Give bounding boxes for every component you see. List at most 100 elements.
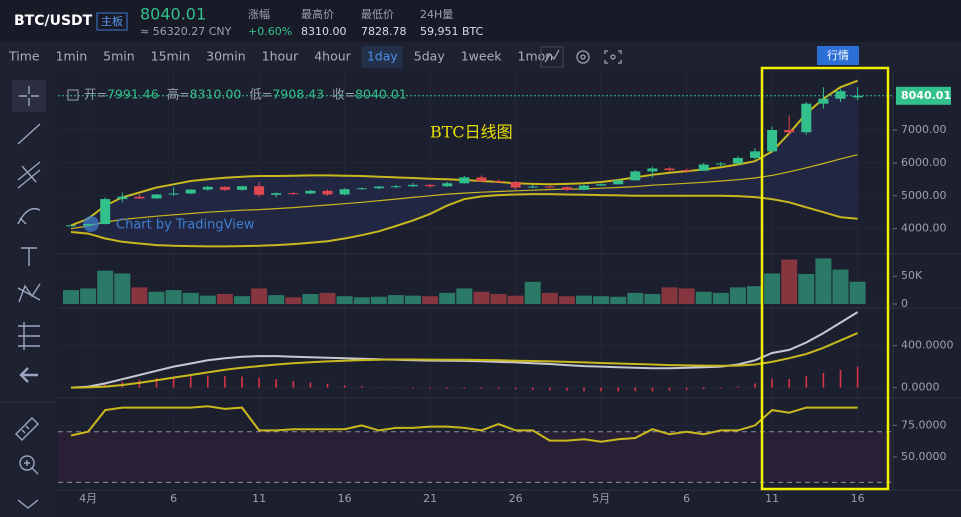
- candle-body: [408, 184, 418, 187]
- interval[interactable]: 1min: [56, 49, 88, 64]
- board-box: [96, 12, 128, 31]
- candle-body: [732, 157, 743, 164]
- macd-bar: [566, 387, 568, 391]
- x-tick-label: 6: [170, 492, 177, 505]
- y-tick-label: 6000.00: [901, 156, 947, 169]
- x-tick-label: 16: [338, 492, 352, 505]
- plot-area: 4月 6 11 16 21 26 5月 6 11 16 4000.00 5000.00 6000.00 7…: [58, 72, 961, 505]
- interval[interactable]: Time: [8, 49, 40, 64]
- candle-body: [476, 177, 487, 182]
- interval[interactable]: 15min: [151, 49, 190, 64]
- candle-body: [134, 196, 145, 199]
- interval[interactable]: 1hour: [262, 49, 299, 64]
- drawing-tools: [12, 80, 46, 509]
- x-tick-label: 6: [683, 492, 690, 505]
- volume-bar: [507, 295, 524, 304]
- volume-bar: [849, 281, 866, 304]
- macd-bar: [326, 383, 329, 388]
- interval[interactable]: 5min: [103, 49, 135, 64]
- candle-body: [835, 91, 846, 99]
- candle-body: [442, 183, 453, 187]
- stat-value: 59,951 BTC: [420, 25, 484, 38]
- stat-label: 涨幅: [248, 8, 270, 21]
- candle-body: [596, 184, 607, 186]
- candle-body: [66, 225, 76, 227]
- volume-bar: [182, 292, 199, 304]
- stat-label: 最高价: [301, 7, 334, 21]
- volume-bar: [370, 296, 387, 304]
- volume-bar: [268, 295, 285, 304]
- chart-title: BTC日线图: [430, 123, 513, 142]
- interval[interactable]: 1day: [367, 49, 399, 64]
- macd-bar: [258, 377, 260, 388]
- macd-bar: [514, 387, 517, 390]
- candle-body: [681, 170, 692, 172]
- macd-bar: [275, 379, 277, 388]
- y-tick-label: 400.0000: [901, 339, 954, 352]
- volume-bar: [576, 295, 592, 304]
- x-tick-label: 16: [851, 492, 865, 505]
- macd-bar: [412, 387, 414, 389]
- candle-body: [493, 181, 504, 183]
- legend-icon: [67, 89, 79, 101]
- y-tick-label: 7000.00: [901, 123, 947, 136]
- interval[interactable]: 5day: [414, 49, 446, 64]
- volume-bar: [353, 297, 370, 304]
- candle-body: [750, 151, 760, 158]
- candle-body: [544, 186, 555, 188]
- macd-bar: [463, 387, 466, 389]
- macd-bar: [805, 376, 808, 388]
- candle-body: [801, 103, 812, 133]
- candle-body: [664, 168, 675, 171]
- interval[interactable]: 1week: [461, 49, 503, 64]
- candle-body: [373, 186, 384, 189]
- macd-bar: [360, 386, 363, 388]
- y-tick-label: 50K: [901, 269, 923, 282]
- highlight-box: [760, 66, 890, 491]
- candle-body: [425, 184, 436, 187]
- volume-bar: [405, 295, 421, 304]
- candle-body: [151, 194, 162, 199]
- candle-body: [784, 129, 795, 133]
- overlay-line: [70, 193, 858, 248]
- candle-body: [219, 186, 230, 190]
- candle-body: [202, 186, 213, 190]
- logo-button[interactable]: 行情: [827, 49, 849, 62]
- cny-price: ≈ 56320.27 CNY: [140, 25, 232, 38]
- volume-bar: [747, 286, 763, 304]
- macd-bar: [292, 381, 295, 388]
- macd-bar: [497, 387, 500, 390]
- candle-body: [168, 193, 179, 195]
- interval-active: [361, 46, 403, 68]
- macd-bar: [856, 366, 859, 388]
- candle-body: [305, 190, 316, 194]
- candle-body: [254, 186, 265, 195]
- macd-bar: [685, 387, 688, 390]
- candle-body: [356, 188, 367, 190]
- candle-body: [83, 224, 94, 226]
- ohlc-value: 8310.00: [190, 87, 242, 102]
- volume-bar: [473, 291, 490, 304]
- volume-bar: [712, 292, 729, 304]
- volume-bar: [251, 288, 268, 304]
- volume-bar: [490, 294, 507, 304]
- header-bar: [0, 0, 961, 42]
- series-line: [70, 405, 858, 443]
- y-tick-label: 0.0000: [901, 381, 940, 394]
- candle-body: [767, 129, 778, 152]
- interval[interactable]: 1mon: [518, 49, 554, 64]
- volume-bar: [387, 295, 404, 304]
- board[interactable]: 主板: [101, 14, 123, 28]
- volume-bar: [593, 296, 610, 304]
- stat-value: 7828.78: [361, 25, 407, 38]
- stats: 涨幅 +0.60% 最高价 8310.00 最低价 7828.78 24H量 59,951 B…: [248, 7, 484, 38]
- macd-bar: [531, 387, 534, 390]
- interval[interactable]: 4hour: [314, 49, 351, 64]
- y-tick-label: 0: [901, 297, 908, 310]
- last-price-box: [896, 86, 951, 105]
- candle-body: [339, 189, 350, 195]
- candle-body: [630, 171, 641, 181]
- ohlc-label: 开=: [84, 87, 107, 102]
- interval[interactable]: 30min: [206, 49, 245, 64]
- volume-bar: [302, 294, 319, 304]
